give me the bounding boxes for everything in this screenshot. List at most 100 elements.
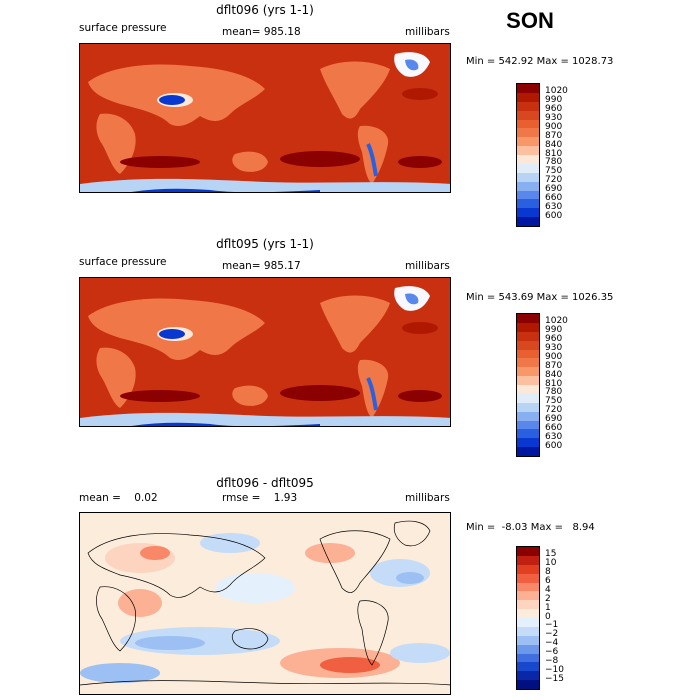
- colorbar-swatch: [517, 662, 539, 672]
- colorbar-swatch: [517, 618, 539, 627]
- panel2-colorbar: [516, 313, 540, 457]
- colorbar-level-label: 840: [545, 139, 563, 150]
- colorbar-swatch: [517, 402, 539, 412]
- colorbar-swatch: [517, 573, 539, 583]
- colorbar-level-label: 720: [545, 405, 563, 416]
- colorbar-swatch: [517, 671, 539, 681]
- colorbar-level-label: 10: [545, 558, 557, 569]
- colorbar-swatch: [517, 582, 539, 592]
- colorbar-swatch: [517, 155, 539, 164]
- colorbar-swatch: [517, 376, 539, 385]
- panel2-minmax: Min = 543.69 Max = 1026.35: [466, 292, 614, 303]
- colorbar-level-label: 660: [545, 192, 563, 203]
- colorbar-swatch: [517, 163, 539, 173]
- panel3-map: [79, 512, 451, 695]
- colorbar-swatch: [517, 680, 539, 689]
- panel1-units: millibars: [405, 26, 450, 38]
- colorbar-level-label: 690: [545, 184, 563, 194]
- colorbar-level-label: 750: [545, 396, 563, 407]
- season-label: SON: [506, 8, 554, 33]
- colorbar-swatch: [517, 429, 539, 439]
- colorbar-level-label: 15: [545, 549, 557, 560]
- colorbar-swatch: [517, 609, 539, 618]
- colorbar-level-label: −6: [545, 647, 559, 657]
- colorbar-swatch: [517, 208, 539, 218]
- colorbar-level-label: 990: [545, 325, 563, 336]
- colorbar-swatch: [517, 322, 539, 332]
- colorbar-swatch: [517, 110, 539, 120]
- colorbar-swatch: [517, 591, 539, 601]
- colorbar-level-label: 6: [545, 576, 551, 586]
- colorbar-level-label: 8: [545, 567, 551, 578]
- colorbar-swatch: [517, 555, 539, 565]
- colorbar-level-label: 960: [545, 104, 563, 115]
- colorbar-level-label: 750: [545, 166, 563, 177]
- colorbar-level-label: −1: [545, 620, 559, 631]
- panel2-mean: mean= 985.17: [222, 260, 301, 272]
- colorbar-swatch: [517, 146, 539, 155]
- colorbar-level-label: −2: [545, 629, 559, 640]
- colorbar-level-label: 990: [545, 95, 563, 106]
- colorbar-swatch: [517, 340, 539, 350]
- colorbar-swatch: [517, 190, 539, 200]
- colorbar-level-label: −4: [545, 638, 559, 649]
- panel1-title: dflt096 (yrs 1-1): [216, 3, 314, 17]
- colorbar-level-label: 930: [545, 113, 563, 123]
- colorbar-level-label: 870: [545, 130, 563, 141]
- colorbar-level-label: 600: [545, 440, 563, 451]
- colorbar-swatch: [517, 644, 539, 654]
- colorbar-level-label: 840: [545, 369, 563, 380]
- panel2-variable: surface pressure: [79, 256, 167, 268]
- colorbar-level-label: 4: [545, 584, 551, 595]
- colorbar-swatch: [517, 626, 539, 636]
- colorbar-swatch: [517, 358, 539, 368]
- colorbar-swatch: [517, 411, 539, 421]
- colorbar-swatch: [517, 181, 539, 191]
- panel1-variable: surface pressure: [79, 22, 167, 34]
- colorbar-swatch: [517, 600, 539, 610]
- panel1-minmax: Min = 542.92 Max = 1028.73: [466, 56, 614, 67]
- panel1-mean: mean= 985.18: [222, 26, 301, 38]
- colorbar-level-label: 930: [545, 343, 563, 353]
- panel2-map: [79, 277, 451, 427]
- colorbar-swatch: [517, 447, 539, 456]
- panel3-mean: mean = 0.02: [79, 492, 158, 504]
- panel3-units: millibars: [405, 492, 450, 504]
- colorbar-swatch: [517, 101, 539, 111]
- colorbar-swatch: [517, 331, 539, 341]
- colorbar-swatch: [517, 217, 539, 226]
- colorbar-level-label: 900: [545, 121, 563, 132]
- colorbar-level-label: 870: [545, 360, 563, 371]
- colorbar-swatch: [517, 393, 539, 403]
- colorbar-swatch: [517, 420, 539, 430]
- colorbar-swatch: [517, 84, 539, 93]
- colorbar-level-label: 2: [545, 593, 551, 604]
- colorbar-level-label: 1020: [545, 316, 568, 327]
- panel3-colorbar: [516, 546, 540, 690]
- colorbar-level-label: 1: [545, 602, 551, 613]
- colorbar-level-label: 660: [545, 422, 563, 433]
- colorbar-level-label: 900: [545, 351, 563, 362]
- colorbar-level-label: 690: [545, 414, 563, 424]
- colorbar-swatch: [517, 547, 539, 556]
- colorbar-level-label: 600: [545, 210, 563, 221]
- panel3-rmse: rmse = 1.93: [222, 492, 298, 504]
- panel3-minmax: Min = -8.03 Max = 8.94: [466, 522, 595, 533]
- colorbar-level-label: 960: [545, 334, 563, 345]
- colorbar-swatch: [517, 385, 539, 394]
- colorbar-swatch: [517, 564, 539, 574]
- colorbar-level-label: 630: [545, 201, 563, 212]
- colorbar-level-label: 810: [545, 378, 563, 389]
- colorbar-swatch: [517, 128, 539, 138]
- colorbar-level-label: 0: [545, 611, 551, 622]
- colorbar-swatch: [517, 119, 539, 129]
- colorbar-swatch: [517, 172, 539, 182]
- colorbar-swatch: [517, 314, 539, 323]
- colorbar-level-label: 780: [545, 387, 563, 398]
- colorbar-level-label: −8: [545, 655, 559, 666]
- colorbar-swatch: [517, 653, 539, 663]
- colorbar-swatch: [517, 199, 539, 209]
- colorbar-level-label: 780: [545, 157, 563, 168]
- colorbar-level-label: 630: [545, 431, 563, 442]
- panel2-units: millibars: [405, 260, 450, 272]
